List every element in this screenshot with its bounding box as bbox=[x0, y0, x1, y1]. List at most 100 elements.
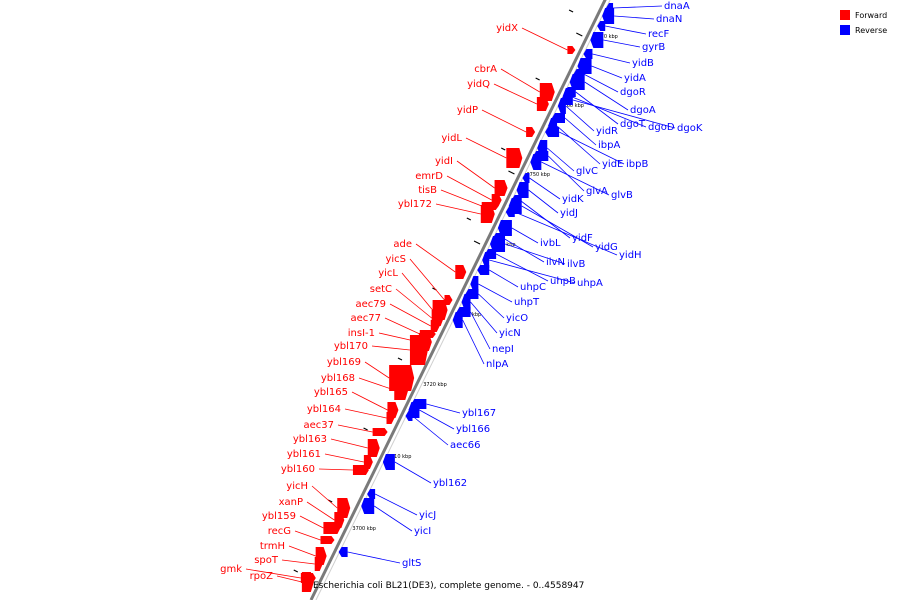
reverse-gene-label[interactable]: dnaA bbox=[664, 1, 690, 12]
reverse-gene-label[interactable]: yidH bbox=[619, 250, 642, 261]
reverse-gene-feature[interactable] bbox=[569, 74, 585, 90]
reverse-gene-label[interactable]: uhpB bbox=[550, 276, 576, 287]
reverse-gene-feature[interactable] bbox=[602, 8, 615, 24]
reverse-gene-label[interactable]: ivbL bbox=[540, 238, 561, 249]
forward-gene-label[interactable]: trmH bbox=[260, 541, 285, 552]
reverse-gene-feature[interactable] bbox=[477, 265, 490, 275]
reverse-gene-label[interactable]: yicJ bbox=[419, 510, 436, 521]
reverse-gene-label[interactable]: glvB bbox=[611, 190, 633, 201]
forward-gene-feature[interactable] bbox=[506, 148, 523, 168]
reverse-gene-feature[interactable] bbox=[590, 32, 604, 48]
forward-gene-label[interactable]: cbrA bbox=[474, 64, 497, 75]
forward-gene-label[interactable]: rpoZ bbox=[250, 571, 274, 582]
forward-gene-label[interactable]: yicH bbox=[286, 481, 308, 492]
reverse-gene-feature[interactable] bbox=[405, 411, 413, 421]
forward-gene-label[interactable]: yidP bbox=[457, 105, 478, 116]
reverse-gene-label[interactable]: dgoA bbox=[630, 105, 656, 116]
forward-gene-label[interactable]: ybl160 bbox=[281, 464, 315, 475]
forward-gene-label[interactable]: ybl172 bbox=[398, 199, 432, 210]
reverse-gene-label[interactable]: dnaN bbox=[656, 14, 682, 25]
forward-gene-label[interactable]: ybl169 bbox=[327, 357, 361, 368]
forward-gene-label[interactable]: recG bbox=[268, 526, 291, 537]
forward-gene-feature[interactable] bbox=[567, 46, 576, 54]
reverse-gene-feature[interactable] bbox=[367, 489, 376, 499]
reverse-gene-label[interactable]: yicO bbox=[506, 313, 528, 324]
forward-gene-label[interactable]: insI-1 bbox=[348, 328, 375, 339]
reverse-gene-feature[interactable] bbox=[361, 498, 375, 514]
reverse-gene-feature[interactable] bbox=[516, 182, 529, 198]
reverse-gene-label[interactable]: dgoK bbox=[677, 123, 703, 134]
reverse-gene-label[interactable]: ibpA bbox=[598, 140, 620, 151]
forward-gene-label[interactable]: yicL bbox=[378, 268, 398, 279]
forward-gene-feature[interactable] bbox=[536, 97, 549, 111]
forward-gene-feature[interactable] bbox=[352, 465, 369, 475]
forward-gene-label[interactable]: emrD bbox=[415, 171, 443, 182]
forward-gene-label[interactable]: setC bbox=[370, 284, 392, 295]
forward-gene-feature[interactable] bbox=[394, 380, 409, 400]
reverse-gene-label[interactable]: yicI bbox=[414, 526, 431, 537]
reverse-gene-label[interactable]: glvC bbox=[576, 166, 598, 177]
forward-gene-feature[interactable] bbox=[539, 83, 555, 101]
forward-gene-label[interactable]: yidX bbox=[496, 23, 518, 34]
forward-gene-label[interactable]: aec79 bbox=[355, 299, 386, 310]
forward-gene-feature[interactable] bbox=[409, 335, 428, 365]
reverse-gene-label[interactable]: uhpC bbox=[520, 282, 546, 293]
forward-gene-feature[interactable] bbox=[455, 265, 467, 279]
forward-gene-label[interactable]: yidQ bbox=[467, 79, 490, 90]
reverse-gene-label[interactable]: dgoR bbox=[620, 87, 646, 98]
forward-gene-label[interactable]: aec37 bbox=[303, 420, 334, 431]
reverse-gene-label[interactable]: yidR bbox=[596, 126, 618, 137]
forward-gene-label[interactable]: ybl165 bbox=[314, 387, 348, 398]
reverse-gene-label[interactable]: ybl167 bbox=[462, 408, 496, 419]
forward-gene-feature[interactable] bbox=[372, 428, 388, 436]
reverse-gene-feature[interactable] bbox=[452, 312, 463, 328]
reverse-gene-label[interactable]: yidE bbox=[602, 159, 623, 170]
reverse-gene-label[interactable]: yidA bbox=[624, 73, 646, 84]
forward-gene-label[interactable]: spoT bbox=[254, 555, 279, 566]
reverse-gene-label[interactable]: recF bbox=[648, 29, 670, 40]
reverse-gene-label[interactable]: nlpA bbox=[486, 359, 508, 370]
reverse-gene-label[interactable]: ybl162 bbox=[433, 478, 467, 489]
forward-gene-feature[interactable] bbox=[301, 572, 314, 592]
reverse-gene-label[interactable]: uhpT bbox=[514, 297, 540, 308]
reverse-gene-feature[interactable] bbox=[382, 454, 395, 470]
forward-gene-label[interactable]: tisB bbox=[418, 185, 437, 196]
reverse-gene-feature[interactable] bbox=[490, 236, 506, 252]
reverse-gene-label[interactable]: gyrB bbox=[642, 42, 665, 53]
reverse-gene-label[interactable]: uhpA bbox=[577, 278, 603, 289]
reverse-gene-feature[interactable] bbox=[557, 98, 566, 114]
reverse-gene-label[interactable]: yicN bbox=[499, 328, 521, 339]
forward-gene-label[interactable]: aec77 bbox=[350, 313, 381, 324]
forward-gene-label[interactable]: xanP bbox=[279, 497, 303, 508]
forward-gene-feature[interactable] bbox=[323, 522, 341, 534]
reverse-gene-feature[interactable] bbox=[470, 276, 479, 292]
reverse-gene-feature[interactable] bbox=[597, 21, 606, 31]
forward-gene-label[interactable]: yidI bbox=[435, 156, 453, 167]
reverse-gene-label[interactable]: yidG bbox=[595, 242, 618, 253]
reverse-gene-feature[interactable] bbox=[505, 207, 515, 217]
forward-gene-feature[interactable] bbox=[430, 320, 440, 332]
forward-gene-feature[interactable] bbox=[386, 412, 395, 424]
reverse-gene-label[interactable]: yidJ bbox=[560, 208, 578, 219]
reverse-gene-feature[interactable] bbox=[482, 252, 490, 268]
forward-gene-label[interactable]: ybl159 bbox=[262, 511, 296, 522]
reverse-gene-feature[interactable] bbox=[522, 173, 530, 183]
reverse-gene-feature[interactable] bbox=[338, 547, 348, 557]
forward-gene-feature[interactable] bbox=[480, 205, 495, 223]
forward-gene-label[interactable]: ybl164 bbox=[307, 404, 341, 415]
reverse-gene-label[interactable]: nepI bbox=[492, 344, 514, 355]
forward-gene-feature[interactable] bbox=[314, 557, 323, 571]
forward-gene-feature[interactable] bbox=[367, 439, 380, 457]
forward-gene-feature[interactable] bbox=[526, 127, 536, 137]
reverse-gene-label[interactable]: glvA bbox=[586, 186, 608, 197]
reverse-gene-feature[interactable] bbox=[461, 294, 471, 310]
reverse-gene-label[interactable]: dgoD bbox=[648, 122, 675, 133]
forward-gene-label[interactable]: yicS bbox=[385, 254, 406, 265]
forward-gene-label[interactable]: yidL bbox=[441, 133, 462, 144]
reverse-gene-label[interactable]: ibpB bbox=[626, 159, 648, 170]
forward-gene-label[interactable]: ybl161 bbox=[287, 449, 321, 460]
reverse-gene-feature[interactable] bbox=[545, 127, 560, 137]
forward-gene-feature[interactable] bbox=[444, 295, 453, 305]
reverse-gene-label[interactable]: ybl166 bbox=[456, 424, 490, 435]
reverse-gene-feature[interactable] bbox=[530, 154, 542, 170]
